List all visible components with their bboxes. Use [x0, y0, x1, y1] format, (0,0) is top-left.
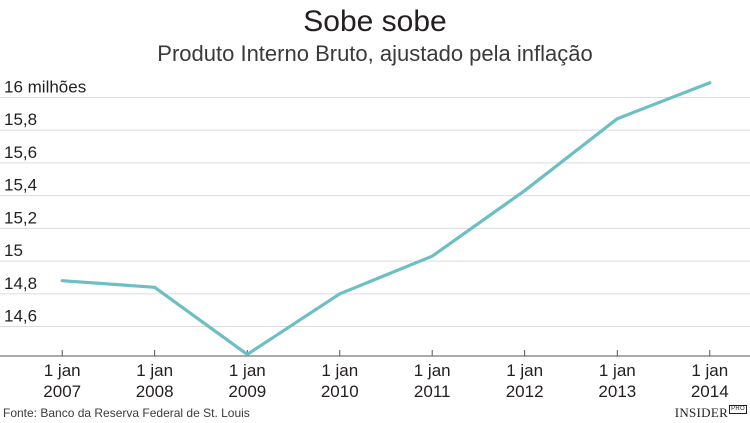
gridlines [0, 96, 750, 328]
insider-pro-logo: INSIDER PRO [675, 405, 747, 420]
x-axis-ticks: 1 jan 2007 1 jan 2008 1 jan 2009 1 jan 2010 1 ja… [43, 350, 729, 401]
y-tick-label-5: 15,6 [4, 143, 37, 162]
x-tick-label-3-year: 2010 [321, 382, 359, 401]
y-tick-label-1: 14,8 [4, 274, 37, 293]
x-tick-label-6-day: 1 jan [599, 361, 636, 380]
chart-subtitle: Produto Interno Bruto, ajustado pela inf… [157, 41, 593, 66]
x-tick-label-7-year: 2014 [691, 382, 729, 401]
x-tick-label-1-year: 2008 [136, 382, 174, 401]
x-tick-label-7-day: 1 jan [691, 361, 728, 380]
y-tick-label-6: 15,8 [4, 110, 37, 129]
x-tick-label-5-year: 2012 [506, 382, 544, 401]
x-tick-label-3-day: 1 jan [321, 361, 358, 380]
x-tick-label-4-year: 2011 [414, 382, 451, 401]
y-tick-label-2: 15 [4, 241, 23, 260]
y-axis-labels: 14,6 14,8 15 15,2 15,4 15,6 15,8 16 milhões [4, 77, 86, 325]
y-tick-label-7: 16 milhões [4, 77, 86, 96]
logo-wordmark: INSIDER [674, 405, 729, 420]
source-note: Fonte: Banco da Reserva Federal de St. L… [3, 406, 250, 420]
logo-pro-badge: PRO [729, 405, 747, 414]
x-tick-label-1-day: 1 jan [136, 361, 173, 380]
y-tick-label-3: 15,2 [4, 208, 37, 227]
y-tick-label-4: 15,4 [4, 176, 37, 195]
x-tick-label-0-year: 2007 [43, 382, 81, 401]
y-tick-label-0: 14,6 [4, 307, 37, 326]
x-tick-label-2-year: 2009 [228, 382, 266, 401]
series-line-0 [60, 81, 712, 356]
series-group [60, 81, 712, 356]
chart-title: Sobe sobe [303, 5, 447, 38]
x-tick-label-5-day: 1 jan [506, 361, 543, 380]
x-tick-label-6-year: 2013 [598, 382, 636, 401]
x-tick-label-0-day: 1 jan [44, 361, 81, 380]
x-tick-label-4-day: 1 jan [414, 361, 451, 380]
x-tick-label-2-day: 1 jan [229, 361, 266, 380]
